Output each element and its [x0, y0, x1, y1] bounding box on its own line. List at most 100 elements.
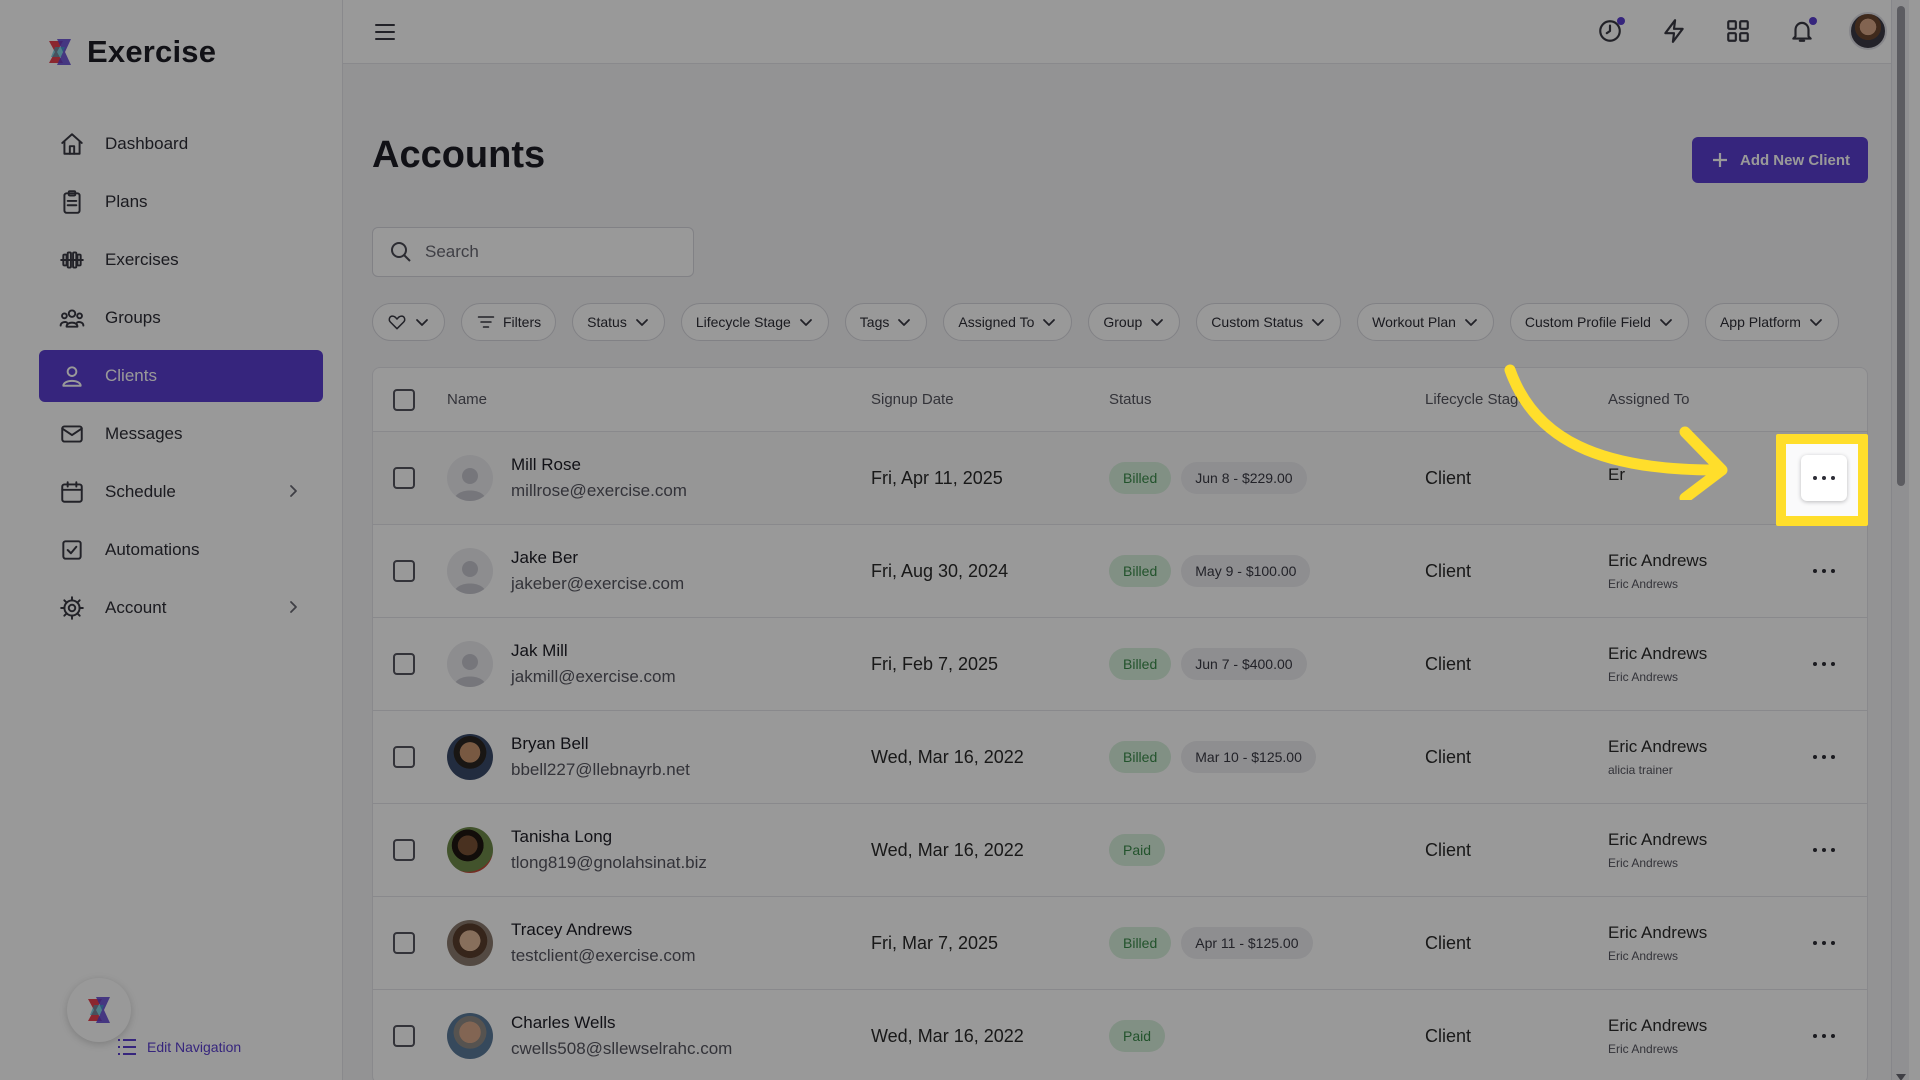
select-all-checkbox[interactable]: [393, 388, 415, 411]
filter-tags[interactable]: Tags: [844, 303, 928, 341]
row-checkbox[interactable]: [393, 467, 415, 489]
sidebar-item-label: Groups: [105, 308, 161, 327]
client-name[interactable]: Charles Wells: [511, 1013, 616, 1032]
row-checkbox[interactable]: [393, 746, 415, 768]
main-content: Accounts Add New Client Filters Status L…: [343, 64, 1909, 1080]
client-name[interactable]: Jak Mill: [511, 641, 568, 660]
filter-custom-status[interactable]: Custom Status: [1196, 303, 1342, 341]
table-row[interactable]: Jak Mill jakmill@exercise.com Fri, Feb 7,…: [373, 618, 1867, 711]
notification-dot: [1617, 17, 1625, 25]
app-window: Exercise Dashboard Plans Exercises Group…: [21, 0, 1909, 1080]
chevron-right-icon[interactable]: [285, 483, 301, 499]
vertical-scrollbar[interactable]: [1891, 0, 1909, 1080]
page-title: Accounts: [372, 134, 546, 176]
status-badge: Billed: [1109, 741, 1172, 773]
grid-icon[interactable]: [1721, 14, 1755, 48]
scroll-down-arrow-icon[interactable]: [1896, 1074, 1906, 1080]
edit-navigation-link[interactable]: Edit Navigation: [117, 1038, 241, 1056]
clock-icon[interactable]: [1593, 14, 1627, 48]
add-new-client-button[interactable]: Add New Client: [1692, 137, 1868, 183]
row-checkbox[interactable]: [393, 653, 415, 675]
assigned-to-name: Eric Andrews: [1608, 551, 1708, 570]
row-actions-button[interactable]: [1805, 645, 1843, 683]
brand[interactable]: Exercise: [43, 34, 216, 70]
sidebar-item-exercises[interactable]: Exercises: [39, 234, 323, 286]
signup-date: Fri, Apr 11, 2025: [871, 467, 1003, 488]
client-name[interactable]: Tracey Andrews: [511, 920, 633, 939]
client-name[interactable]: Bryan Bell: [511, 734, 589, 753]
assigned-to-cell: Eric Andrews alicia trainer: [1608, 737, 1707, 777]
scrollbar-thumb[interactable]: [1897, 6, 1905, 486]
sidebar-item-plans[interactable]: Plans: [39, 176, 323, 228]
avatar: [447, 734, 493, 780]
table-row[interactable]: Bryan Bell bbell227@llebnayrb.net Wed, Ma…: [373, 711, 1867, 804]
sidebar-item-dashboard[interactable]: Dashboard: [39, 118, 323, 170]
lifecycle-stage: Client: [1425, 467, 1472, 488]
status-badge: Paid: [1109, 834, 1166, 866]
table-row[interactable]: Tracey Andrews testclient@exercise.com Fr…: [373, 897, 1867, 990]
filter-label: Custom Status: [1211, 314, 1304, 330]
chevron-right-icon[interactable]: [285, 599, 301, 615]
hamburger-menu-icon[interactable]: [373, 20, 397, 44]
lightning-icon[interactable]: [1657, 14, 1691, 48]
filters-button[interactable]: Filters: [461, 303, 557, 341]
filter-group[interactable]: Group: [1088, 303, 1181, 341]
filter-label: Assigned To: [958, 314, 1035, 330]
row-actions-button[interactable]: [1805, 924, 1843, 962]
filter-app-platform[interactable]: App Platform: [1704, 303, 1839, 341]
filter-lifecycle-stage[interactable]: Lifecycle Stage: [680, 303, 829, 341]
favorites-filter[interactable]: [372, 303, 445, 341]
row-checkbox[interactable]: [393, 932, 415, 954]
bell-icon[interactable]: [1785, 14, 1819, 48]
client-name[interactable]: Mill Rose: [511, 455, 581, 474]
column-header-assigned-to[interactable]: Assigned To: [1608, 391, 1690, 408]
search-input[interactable]: [425, 242, 665, 262]
row-checkbox[interactable]: [393, 560, 415, 582]
client-name[interactable]: Jake Ber: [511, 548, 579, 567]
status-cell: Billed Apr 11 - $125.00: [1109, 927, 1313, 959]
row-actions-button[interactable]: [1805, 1017, 1843, 1055]
brand-orb-button[interactable]: [67, 978, 131, 1042]
add-new-client-label: Add New Client: [1739, 151, 1850, 169]
sidebar-item-messages[interactable]: Messages: [39, 408, 323, 460]
row-actions-button[interactable]: [1805, 831, 1843, 869]
sidebar-item-label: Account: [105, 598, 167, 617]
signup-date: Fri, Feb 7, 2025: [871, 653, 999, 674]
row-actions-button[interactable]: [1805, 552, 1843, 590]
table-row[interactable]: Mill Rose millrose@exercise.com Fri, Apr …: [373, 432, 1867, 525]
filter-workout-plan[interactable]: Workout Plan: [1357, 303, 1494, 341]
column-header-name[interactable]: Name: [447, 391, 488, 408]
billing-period-badge: Apr 11 - $125.00: [1181, 927, 1313, 959]
billing-period-badge: Jun 8 - $229.00: [1181, 462, 1307, 494]
sidebar-item-clients[interactable]: Clients: [39, 350, 323, 402]
assigned-to-sub: alicia trainer: [1608, 763, 1673, 777]
status-badge: Billed: [1109, 462, 1172, 494]
row-actions-button[interactable]: [1801, 455, 1847, 501]
table-row[interactable]: Tanisha Long tlong819@gnolahsinat.biz Wed…: [373, 804, 1867, 897]
row-checkbox[interactable]: [393, 1025, 415, 1047]
client-name[interactable]: Tanisha Long: [511, 827, 613, 846]
filter-status[interactable]: Status: [572, 303, 665, 341]
column-header-signup-date[interactable]: Signup Date: [871, 391, 954, 408]
filter-assigned-to[interactable]: Assigned To: [943, 303, 1073, 341]
filter-label: Custom Profile Field: [1524, 314, 1651, 330]
filter-custom-profile-field[interactable]: Custom Profile Field: [1509, 303, 1689, 341]
row-actions-button[interactable]: [1805, 738, 1843, 776]
column-header-status[interactable]: Status: [1109, 391, 1152, 408]
client-email: tlong819@gnolahsinat.biz: [511, 853, 707, 872]
row-checkbox[interactable]: [393, 839, 415, 861]
search-box[interactable]: [372, 227, 694, 277]
column-header-lifecycle-stage[interactable]: Lifecycle Stage: [1425, 391, 1523, 408]
chevron-down-icon: [1151, 319, 1164, 326]
sidebar-item-automations[interactable]: Automations: [39, 524, 323, 576]
client-email: cwells508@sllewselrahc.com: [511, 1039, 733, 1058]
brand-name: Exercise: [87, 34, 217, 69]
sidebar-item-groups[interactable]: Groups: [39, 292, 323, 344]
user-avatar[interactable]: [1849, 12, 1887, 50]
table-row[interactable]: Charles Wells cwells508@sllewselrahc.com …: [373, 990, 1867, 1080]
sidebar-item-account[interactable]: Account: [39, 582, 323, 634]
billing-period-badge: Mar 10 - $125.00: [1181, 741, 1316, 773]
sidebar-item-schedule[interactable]: Schedule: [39, 466, 323, 518]
table-row[interactable]: Jake Ber jakeber@exercise.com Fri, Aug 30…: [373, 525, 1867, 618]
filter-lines-icon: [477, 316, 495, 328]
